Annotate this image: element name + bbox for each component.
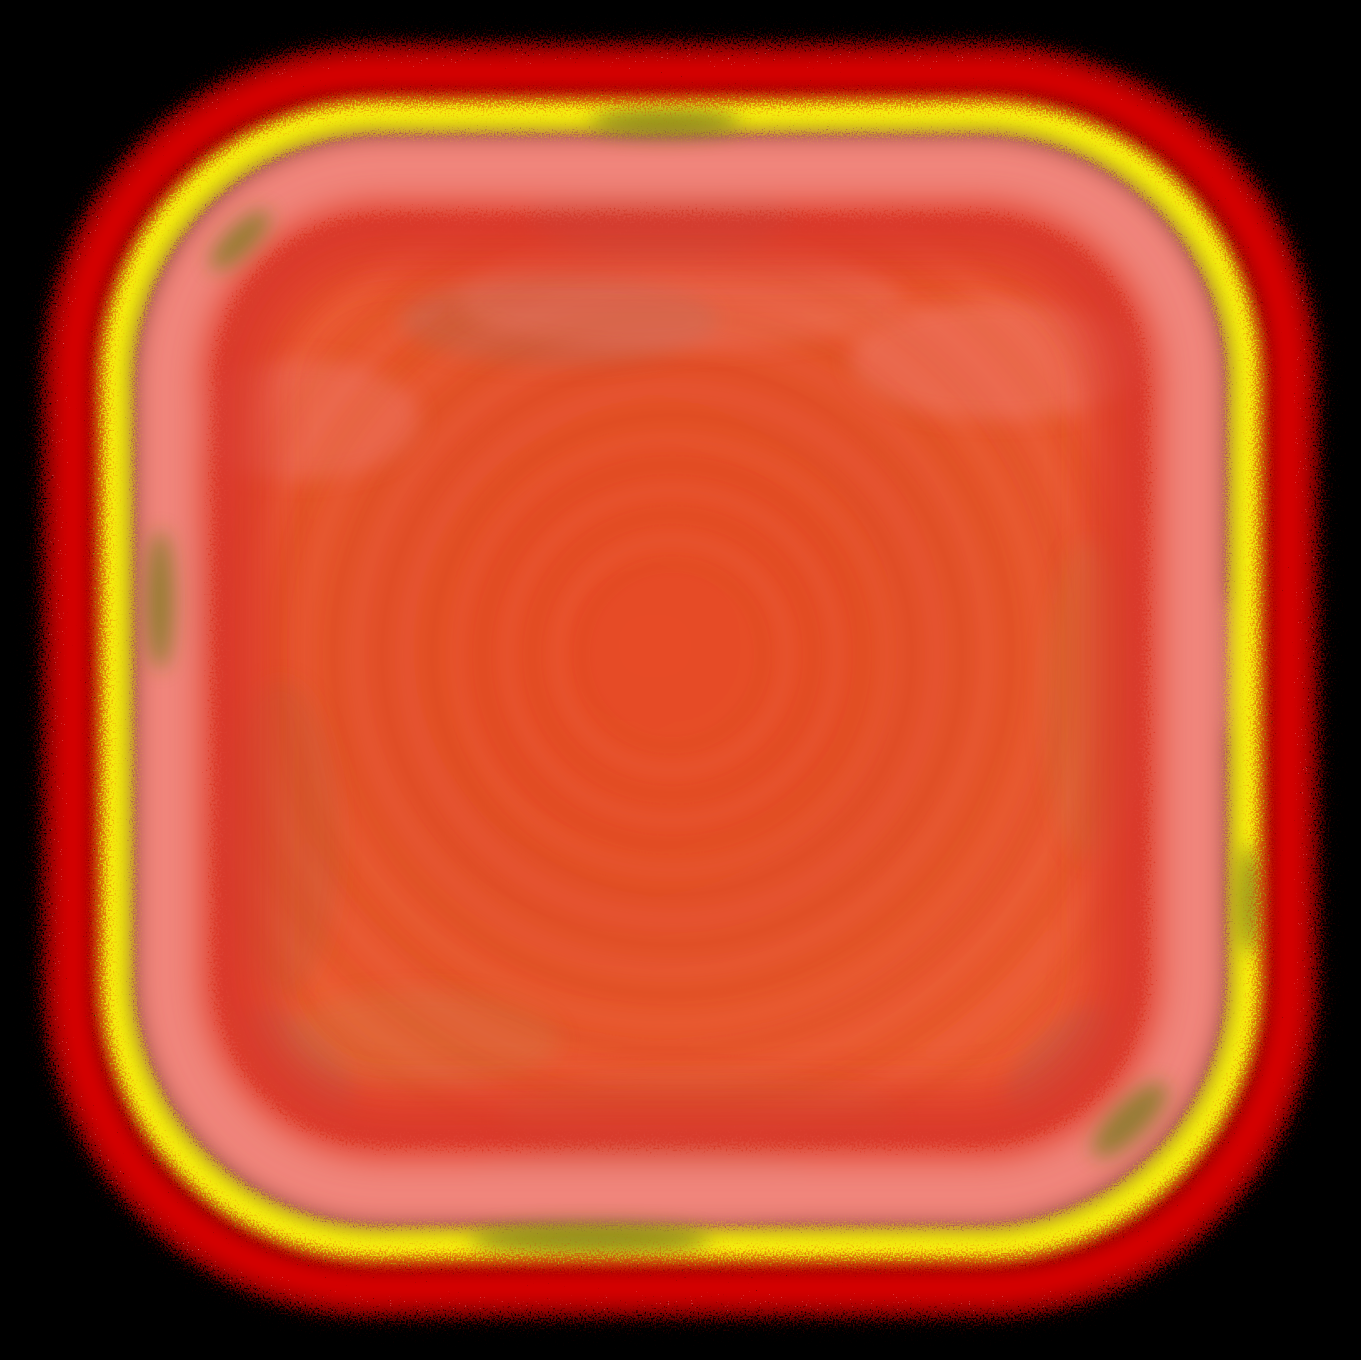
magenta-specks — [95, 95, 1266, 1265]
salmon-cloud — [850, 300, 1150, 420]
salmon-band — [127, 127, 1234, 1233]
concentric-ring — [477, 460, 867, 850]
olive-patch — [1092, 1082, 1168, 1158]
olive-patch — [210, 210, 270, 270]
concentric-ring — [550, 533, 794, 777]
tan-streak — [280, 990, 560, 1090]
concentric-ring — [500, 483, 844, 827]
concentric-ring — [577, 560, 767, 750]
brick-band — [185, 185, 1176, 1175]
concentric-ring — [450, 433, 894, 877]
concentric-ring — [399, 382, 945, 928]
concentric-ring — [377, 360, 967, 950]
olive-patch — [146, 530, 174, 670]
concentric-ring — [427, 410, 917, 900]
white-specks — [31, 31, 1330, 1329]
salmon-cloud — [460, 250, 900, 350]
concentric-ring — [527, 510, 817, 800]
